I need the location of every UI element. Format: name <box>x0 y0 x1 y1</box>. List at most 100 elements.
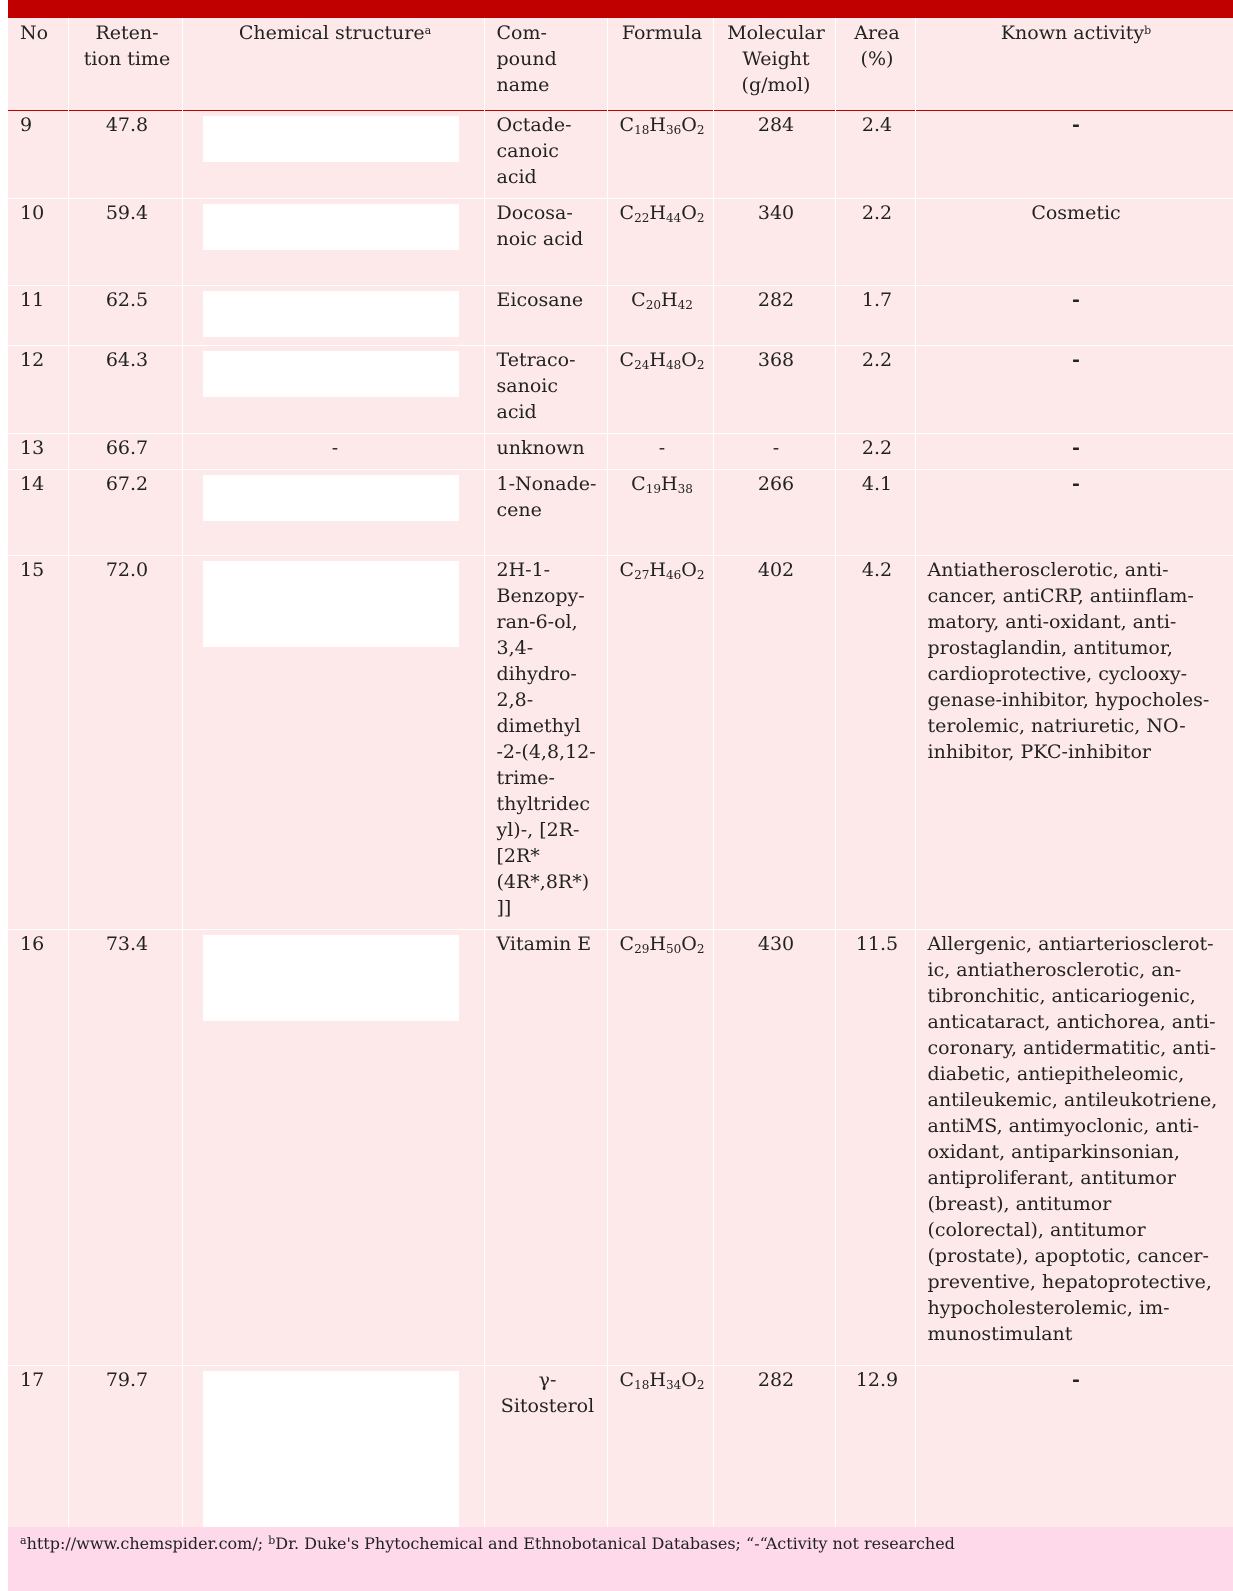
cell-formula: C19H38 <box>607 469 714 556</box>
cell-no: 17 <box>8 1365 69 1556</box>
cell-known-activity: Cosmetic <box>915 198 1233 286</box>
cell-area: 2.2 <box>835 433 916 470</box>
cell-formula: C24H48O2 <box>607 345 714 434</box>
cell-structure <box>182 198 485 286</box>
table-header-row: No Reten-tion time Chemical structurea C… <box>8 18 1233 111</box>
cell-molecular-weight: 284 <box>713 110 836 199</box>
cell-no: 15 <box>8 555 69 930</box>
cell-retention-time: 59.4 <box>68 198 183 286</box>
cell-retention-time: 66.7 <box>68 433 183 470</box>
formula-element: H <box>649 1369 666 1391</box>
formula-count: 18 <box>634 1378 650 1392</box>
formula-count: 38 <box>677 482 693 496</box>
cell-formula: - <box>607 433 714 470</box>
formula-element: C <box>619 202 635 224</box>
cell-retention-time: 79.7 <box>68 1365 183 1556</box>
cell-formula: C27H46O2 <box>607 555 714 930</box>
octadecanoic-acid-structure-image <box>202 116 459 162</box>
formula-count: 46 <box>665 568 682 582</box>
formula-count: 27 <box>634 568 650 582</box>
formula-element: H <box>660 473 678 495</box>
formula-count: 44 <box>665 211 682 225</box>
formula-element: C <box>619 559 635 581</box>
cell-formula: C29H50O2 <box>607 929 714 1366</box>
eicosane-structure-image <box>202 291 459 337</box>
formula-element: H <box>649 349 666 371</box>
cell-retention-time: 47.8 <box>68 110 183 199</box>
formula-element: C <box>631 473 646 495</box>
compound-table: No Reten-tion time Chemical structurea C… <box>8 18 1233 1556</box>
header-chemical-structure: Chemical structurea <box>182 18 485 111</box>
formula-count: 2 <box>696 942 705 956</box>
cell-compound-name: Docosa-noic acid <box>484 198 608 286</box>
cell-molecular-weight: 282 <box>713 1365 836 1556</box>
formula-element: O <box>681 349 697 371</box>
cell-retention-time: 67.2 <box>68 469 183 556</box>
formula-count: 2 <box>696 1378 705 1392</box>
formula-element: O <box>681 202 697 224</box>
header-compound-name: Com-pound name <box>484 18 608 111</box>
header-known-activity: Known activityb <box>915 18 1233 111</box>
formula-element: C <box>619 349 635 371</box>
formula-element: H <box>649 933 666 955</box>
cell-structure <box>182 110 485 199</box>
cell-compound-name: 2H-1-Benzopy-ran-6-ol, 3,4-dihydro-2,8-d… <box>484 555 608 930</box>
formula-count: 2 <box>696 211 705 225</box>
formula-count: 50 <box>665 942 682 956</box>
table-row: 10 59.4 Docosa-noic acid C22H44O2 340 2.2 Cosm… <box>8 198 1233 286</box>
cell-formula: C22H44O2 <box>607 198 714 286</box>
cell-known-activity: Antiatherosclerotic, anti-cancer, antiCR… <box>915 555 1233 930</box>
formula-count: 2 <box>696 358 705 372</box>
table-top-bar <box>8 0 1233 18</box>
header-formula: Formula <box>607 18 714 111</box>
header-no: No <box>8 18 69 111</box>
formula-count: 42 <box>677 298 693 312</box>
header-area: Area (%) <box>835 18 916 111</box>
cell-known-activity: - <box>915 433 1233 470</box>
cell-known-activity: - <box>915 285 1233 346</box>
table-row: 16 73.4 Vitamin E C29H50O2 430 11.5 Allergenic… <box>8 929 1233 1366</box>
formula-element: O <box>681 114 697 136</box>
cell-formula: C18H36O2 <box>607 110 714 199</box>
cell-molecular-weight: 402 <box>713 555 836 930</box>
cell-formula: C18H34O2 <box>607 1365 714 1556</box>
cell-molecular-weight: - <box>713 433 836 470</box>
vitamin-e-structure-image <box>202 935 459 1021</box>
table-row: 12 64.3 Tetraco-sanoic acid C24H48O2 368 2.2- <box>8 345 1233 434</box>
cell-no: 9 <box>8 110 69 199</box>
docosanoic-acid-structure-image <box>202 204 459 250</box>
cell-area: 4.2 <box>835 555 916 930</box>
formula-element: H <box>649 114 666 136</box>
formula-element: C <box>619 933 635 955</box>
header-retention-time: Reten-tion time <box>68 18 183 111</box>
cell-area: 12.9 <box>835 1365 916 1556</box>
nonadecene-structure-image <box>202 475 459 521</box>
benzopyranol-structure-image <box>202 561 459 647</box>
cell-no: 11 <box>8 285 69 346</box>
cell-known-activity: - <box>915 1365 1233 1556</box>
formula-element: H <box>649 202 666 224</box>
formula-element: C <box>631 289 646 311</box>
formula-element: O <box>681 559 697 581</box>
cell-compound-name: Eicosane <box>484 285 608 346</box>
formula-element: H <box>660 289 678 311</box>
formula-element: H <box>649 559 666 581</box>
table-row: 11 62.5 Eicosane C20H42 282 1.7- <box>8 285 1233 346</box>
cell-known-activity: - <box>915 110 1233 199</box>
cell-compound-name: Octade-canoic acid <box>484 110 608 199</box>
table-row: 13 66.7- unknown - -2.2- <box>8 433 1233 470</box>
formula-count: 19 <box>645 482 661 496</box>
table-row: 15 72.0 2H-1-Benzopy-ran-6-ol, 3,4-dihydro… <box>8 555 1233 930</box>
cell-compound-name: 1-Nonade-cene <box>484 469 608 556</box>
cell-molecular-weight: 266 <box>713 469 836 556</box>
cell-known-activity: - <box>915 469 1233 556</box>
cell-area: 2.2 <box>835 198 916 286</box>
cell-formula: C20H42 <box>607 285 714 346</box>
cell-area: 4.1 <box>835 469 916 556</box>
cell-area: 1.7 <box>835 285 916 346</box>
cell-known-activity: - <box>915 345 1233 434</box>
formula-element: O <box>681 1369 697 1391</box>
cell-structure <box>182 929 485 1366</box>
cell-structure <box>182 555 485 930</box>
formula-element: C <box>619 114 635 136</box>
